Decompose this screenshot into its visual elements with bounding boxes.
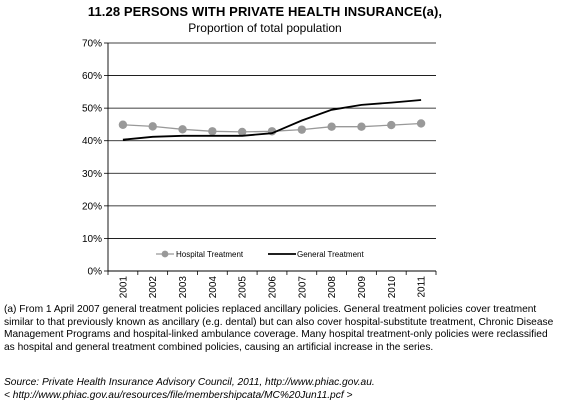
data-point (327, 122, 336, 131)
y-tick-label: 40% (82, 136, 102, 147)
legend-label: General Treatment (297, 250, 364, 259)
data-point (387, 120, 396, 130)
x-tick-label: 2003 (178, 276, 189, 299)
chart-subtitle: Proportion of total population (188, 21, 342, 35)
y-tick-label: 0% (88, 267, 103, 278)
chart-axes (104, 42, 437, 275)
footnote: (a) From 1 April 2007 general treatment … (4, 304, 554, 353)
x-tick-label: 2007 (297, 276, 308, 299)
line-chart: 0% 10% 20% 30% 40% 50% 60% 70% 2001 2002 2003 2004… (82, 39, 437, 299)
x-tick-label: 2002 (148, 276, 159, 299)
legend-label: Hospital Treatment (176, 250, 244, 259)
y-tick-label: 70% (82, 39, 102, 50)
grid-lines (108, 42, 436, 239)
data-point (416, 119, 426, 128)
chart-series (118, 99, 426, 141)
legend-marker (161, 250, 169, 258)
data-point (148, 122, 157, 131)
x-tick-label: 2008 (327, 276, 338, 299)
data-point (357, 122, 366, 131)
x-tick-label: 2005 (238, 276, 249, 299)
y-axis-tick-labels: 0% 10% 20% 30% 40% 50% 60% 70% (82, 39, 102, 278)
data-point (118, 120, 128, 129)
x-tick-label: 2006 (268, 276, 279, 299)
y-tick-label: 10% (82, 234, 102, 245)
data-point (208, 127, 217, 136)
data-point (297, 125, 307, 134)
data-point (178, 125, 187, 134)
x-tick-label: 2011 (417, 276, 428, 298)
data-point (237, 127, 247, 137)
y-tick-label: 60% (82, 71, 102, 82)
y-tick-label: 20% (82, 201, 102, 212)
source-url: < http://www.phiac.gov.au/resources/file… (4, 390, 353, 401)
chart-title: 11.28 PERSONS WITH PRIVATE HEALTH INSURA… (87, 4, 443, 19)
y-tick-label: 50% (82, 104, 102, 115)
x-tick-label: 2010 (387, 276, 398, 299)
x-tick-label: 2004 (208, 276, 219, 299)
series-line (122, 99, 422, 141)
x-tick-label: 2009 (357, 276, 368, 299)
y-tick-label: 30% (82, 169, 102, 180)
source-line: Source: Private Health Insurance Advisor… (4, 377, 375, 388)
chart-legend: Hospital Treatment General Treatment (156, 250, 364, 259)
x-tick-label: 2001 (118, 276, 129, 299)
source-note: Source: Private Health Insurance Advisor… (4, 376, 557, 402)
x-axis-tick-labels: 2001 2002 2003 2004 2005 2006 2007 2008 2009 2010… (118, 276, 427, 299)
